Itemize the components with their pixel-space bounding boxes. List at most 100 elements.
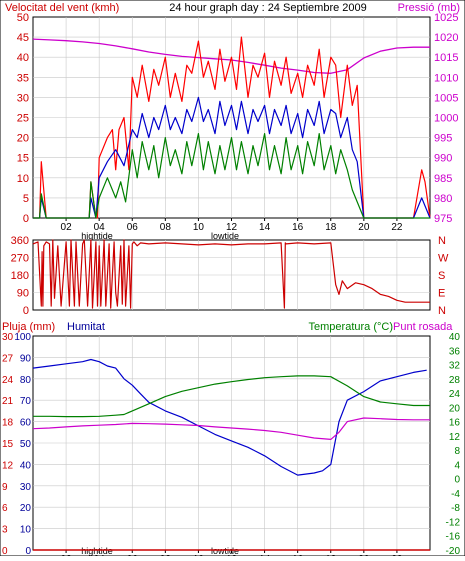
wind-x-label: 12 <box>226 222 238 233</box>
temperature-tick-label: 40 <box>449 332 461 343</box>
humidity-tick-label: 100 <box>14 332 31 343</box>
direction-tick-label: 180 <box>11 270 29 282</box>
series-temperature <box>33 375 430 418</box>
direction-tick-label: 360 <box>11 235 29 247</box>
chart-title: 24 hour graph day : 24 Septiembre 2009 <box>169 2 367 14</box>
humidity-axis-label: Humitat <box>67 321 105 333</box>
humidity-tick-label: 10 <box>20 525 32 536</box>
wind-tick-label: 15 <box>17 153 29 165</box>
direction-compass-label: N <box>438 305 446 317</box>
dewpoint-axis-label: Punt rosada <box>393 321 453 333</box>
temperature-tick-label: -20 <box>446 546 461 556</box>
pressure-tick-label: 1010 <box>434 72 458 84</box>
humidity-tick-label: 40 <box>20 460 32 471</box>
direction-tick-label: 270 <box>11 253 29 265</box>
series-min <box>33 133 430 219</box>
direction-compass-label: N <box>438 235 446 247</box>
rain-tick-label: 27 <box>2 353 14 364</box>
rain-tick-label: 9 <box>2 482 8 493</box>
temperature-tick-label: 20 <box>449 403 461 414</box>
pressure-tick-label: 980 <box>434 193 452 205</box>
temperature-axis-label: Temperatura (°C) <box>309 321 393 333</box>
temperature-tick-label: 28 <box>449 375 461 386</box>
humidity-tick-label: 0 <box>25 546 31 556</box>
humidity-tick-label: 80 <box>20 375 32 386</box>
pressure-tick-label: 995 <box>434 133 452 145</box>
wind-x-label: 02 <box>61 222 73 233</box>
temperature-tick-label: 4 <box>454 460 460 471</box>
series-avg <box>33 96 431 219</box>
direction-tick-label: 0 <box>23 305 29 317</box>
wind-x-label: 16 <box>292 222 304 233</box>
direction-compass-label: S <box>438 270 445 282</box>
pressure-tick-label: 1020 <box>434 32 458 44</box>
wind-x-label: 04 <box>94 222 106 233</box>
wind-x-label: 20 <box>358 222 370 233</box>
pressure-tick-label: 1015 <box>434 52 458 64</box>
chart-layer: 0510152025303540455097598098599099510001… <box>2 12 461 561</box>
pressure-tick-label: 1000 <box>434 113 458 125</box>
humidity-tick-label: 20 <box>20 503 32 514</box>
wind-x-label: 10 <box>193 222 205 233</box>
temperature-tick-label: -16 <box>446 532 461 543</box>
pressure-tick-label: 1005 <box>434 92 458 104</box>
temperature-tick-label: -12 <box>446 517 461 528</box>
wind-tick-label: 25 <box>17 113 29 125</box>
rain-tick-label: 18 <box>2 418 14 429</box>
rain-tick-label: 12 <box>2 460 14 471</box>
rain-axis-label: Pluja (mm) <box>2 321 55 333</box>
wind-tick-label: 5 <box>23 193 29 205</box>
rain-tick-label: 6 <box>2 503 8 514</box>
pressure-tick-label: 975 <box>434 213 452 225</box>
thermo-annotation-hightide: hightide <box>81 546 113 556</box>
wind-tick-label: 40 <box>17 52 29 64</box>
direction-compass-label: W <box>438 253 449 265</box>
temperature-tick-label: -4 <box>451 489 460 500</box>
wind-tick-label: 10 <box>17 173 29 185</box>
temperature-tick-label: 36 <box>449 346 461 357</box>
temperature-tick-label: 16 <box>449 418 461 429</box>
humidity-tick-label: 60 <box>20 418 32 429</box>
series-dewpoint <box>32 417 430 440</box>
thermo-annotation-lowtide: lowtide <box>211 546 239 556</box>
humidity-tick-label: 50 <box>20 439 32 450</box>
rain-tick-label: 21 <box>2 396 14 407</box>
temperature-tick-label: 32 <box>449 361 461 372</box>
direction-tick-label: 90 <box>17 288 29 300</box>
temperature-tick-label: 0 <box>454 475 460 486</box>
wind-x-label: 14 <box>259 222 271 233</box>
temperature-tick-label: 8 <box>454 446 460 457</box>
wind-tick-label: 45 <box>17 32 29 44</box>
rain-tick-label: 15 <box>2 439 14 450</box>
direction-compass-label: E <box>438 288 445 300</box>
wind-axis-label: Velocitat del vent (kmh) <box>5 2 119 14</box>
series-humidity <box>32 358 427 476</box>
wind-x-label: 06 <box>127 222 139 233</box>
wind-tick-label: 50 <box>17 12 29 24</box>
temperature-tick-label: 12 <box>449 432 461 443</box>
wind-annotation-hightide: hightide <box>81 231 113 241</box>
pressure-tick-label: 990 <box>434 153 452 165</box>
rain-tick-label: 24 <box>2 375 14 386</box>
pressure-tick-label: 985 <box>434 173 452 185</box>
temperature-tick-label: -8 <box>451 503 460 514</box>
wind-annotation-lowtide: lowtide <box>211 231 239 241</box>
wind-x-label: 18 <box>325 222 337 233</box>
temperature-tick-label: 24 <box>449 389 461 400</box>
wind-tick-label: 30 <box>17 92 29 104</box>
series-direction <box>32 239 430 309</box>
humidity-tick-label: 90 <box>20 353 32 364</box>
pressure-tick-label: 1025 <box>434 12 458 24</box>
rain-tick-label: 0 <box>2 546 8 556</box>
wind-x-label: 08 <box>160 222 172 233</box>
humidity-tick-label: 30 <box>20 482 32 493</box>
wind-tick-label: 35 <box>17 72 29 84</box>
humidity-tick-label: 70 <box>20 396 32 407</box>
wind-x-label: 22 <box>391 222 403 233</box>
rain-tick-label: 3 <box>2 525 8 536</box>
wind-tick-label: 0 <box>23 213 29 225</box>
rain-tick-label: 30 <box>2 332 14 343</box>
pressure-axis-label: Pressió (mb) <box>398 2 460 14</box>
